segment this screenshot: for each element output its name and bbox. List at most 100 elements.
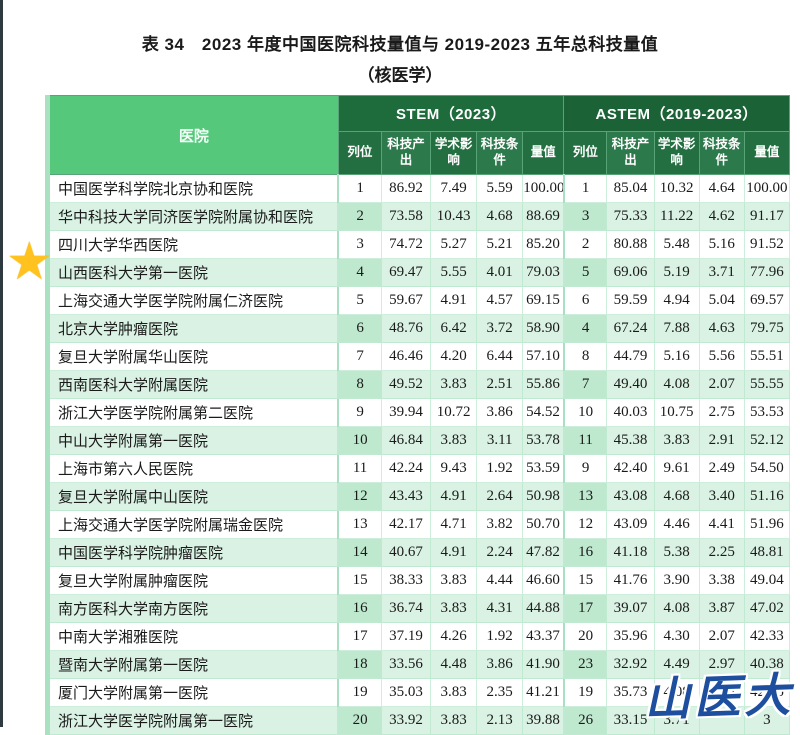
astem-rank-cell: 10 xyxy=(562,398,608,427)
stem-impact-cell: 4.91 xyxy=(430,482,478,511)
hospital-name-cell: 复旦大学附属肿瘤医院 xyxy=(47,566,339,595)
astem-output-cell: 43.09 xyxy=(606,510,655,539)
astem-condition-cell: 2.91 xyxy=(698,426,745,455)
page-left-edge xyxy=(0,0,3,727)
stem-value-cell: 53.78 xyxy=(522,426,565,455)
astem-condition-cell: 3.40 xyxy=(698,482,745,511)
hospital-name-cell: 山西医科大学第一医院 xyxy=(47,258,339,287)
astem-value-cell: 54.50 xyxy=(743,454,791,483)
stem-rank-cell: 2 xyxy=(337,202,382,231)
stem-condition-cell: 2.35 xyxy=(476,678,524,707)
stem-impact-cell: 5.27 xyxy=(430,230,478,259)
stem-output-cell: 46.84 xyxy=(380,426,432,455)
watermark-text: 山医大 xyxy=(643,667,796,727)
stem-impact-header: 学术影响 xyxy=(430,131,478,175)
hospital-name-cell: 上海交通大学医学院附属瑞金医院 xyxy=(47,510,339,539)
stem-rank-cell: 10 xyxy=(337,426,382,455)
astem-condition-cell: 5.04 xyxy=(698,286,745,315)
stem-value-header: 量值 xyxy=(522,131,565,175)
astem-condition-cell: 5.16 xyxy=(698,230,745,259)
astem-value-cell: 52.12 xyxy=(743,426,791,455)
astem-rank-cell: 23 xyxy=(562,650,608,679)
stem-impact-cell: 9.43 xyxy=(430,454,478,483)
stem-rank-cell: 12 xyxy=(337,482,382,511)
rankings-table-wrap: 医院 STEM（2023） ASTEM（2019-2023） 列位 科技产出 学… xyxy=(45,95,791,735)
table-row: 浙江大学医学院附属第二医院 9 39.94 10.72 3.86 54.52 1… xyxy=(47,398,791,427)
table-row: 西南医科大学附属医院 8 49.52 3.83 2.51 55.86 7 49.… xyxy=(47,370,791,399)
stem-output-cell: 48.76 xyxy=(380,314,432,343)
astem-rank-cell: 1 xyxy=(562,174,608,203)
astem-value-cell: 77.96 xyxy=(743,258,791,287)
astem-output-cell: 69.06 xyxy=(606,258,655,287)
stem-rank-cell: 9 xyxy=(337,398,382,427)
hospital-name-cell: 四川大学华西医院 xyxy=(47,230,339,259)
stem-value-cell: 47.82 xyxy=(522,538,565,567)
stem-rank-cell: 11 xyxy=(337,454,382,483)
astem-value-cell: 79.75 xyxy=(743,314,791,343)
stem-impact-cell: 3.83 xyxy=(430,426,478,455)
stem-condition-cell: 3.86 xyxy=(476,398,524,427)
stem-value-cell: 46.60 xyxy=(522,566,565,595)
astem-value-cell: 100.00 xyxy=(743,174,791,203)
stem-rank-cell: 8 xyxy=(337,370,382,399)
astem-impact-cell: 5.38 xyxy=(653,538,700,567)
astem-output-cell: 44.79 xyxy=(606,342,655,371)
astem-rank-cell: 12 xyxy=(562,510,608,539)
stem-condition-cell: 3.82 xyxy=(476,510,524,539)
table-row: 上海交通大学医学院附属瑞金医院 13 42.17 4.71 3.82 50.70… xyxy=(47,510,791,539)
hospital-name-cell: 厦门大学附属第一医院 xyxy=(47,678,339,707)
table-row: 暨南大学附属第一医院 18 33.56 4.48 3.86 41.90 23 3… xyxy=(47,650,791,679)
astem-value-cell: 49.04 xyxy=(743,566,791,595)
hospital-name-cell: 南方医科大学南方医院 xyxy=(47,594,339,623)
astem-value-cell: 69.57 xyxy=(743,286,791,315)
stem-value-cell: 44.88 xyxy=(522,594,565,623)
stem-output-cell: 39.94 xyxy=(380,398,432,427)
astem-value-cell: 51.96 xyxy=(743,510,791,539)
hospital-name-cell: 浙江大学医学院附属第二医院 xyxy=(47,398,339,427)
astem-impact-cell: 4.94 xyxy=(653,286,700,315)
stem-value-cell: 100.00 xyxy=(522,174,565,203)
astem-output-cell: 85.04 xyxy=(606,174,655,203)
stem-group-header: STEM（2023） xyxy=(337,95,565,132)
stem-rank-cell: 17 xyxy=(337,622,382,651)
hospital-name-cell: 华中科技大学同济医学院附属协和医院 xyxy=(47,202,339,231)
stem-impact-cell: 3.83 xyxy=(430,678,478,707)
table-row: 中南大学湘雅医院 17 37.19 4.26 1.92 43.37 20 35.… xyxy=(47,622,791,651)
astem-rank-header: 列位 xyxy=(563,131,608,175)
table-row: 中山大学附属第一医院 10 46.84 3.83 3.11 53.78 11 4… xyxy=(47,426,791,455)
stem-impact-cell: 3.83 xyxy=(430,594,478,623)
astem-condition-cell: 3.38 xyxy=(698,566,745,595)
astem-condition-cell: 4.64 xyxy=(698,174,745,203)
stem-output-header: 科技产出 xyxy=(380,131,432,175)
table-row: 上海交通大学医学院附属仁济医院 5 59.67 4.91 4.57 69.15 … xyxy=(47,286,791,315)
stem-value-cell: 57.10 xyxy=(522,342,565,371)
astem-output-cell: 67.24 xyxy=(606,314,655,343)
astem-rank-cell: 15 xyxy=(562,566,608,595)
astem-impact-cell: 5.16 xyxy=(653,342,700,371)
stem-condition-cell: 1.92 xyxy=(476,454,524,483)
stem-rank-cell: 18 xyxy=(337,650,382,679)
stem-value-cell: 53.59 xyxy=(522,454,565,483)
hospital-name-cell: 复旦大学附属华山医院 xyxy=(47,342,339,371)
astem-impact-cell: 3.90 xyxy=(653,566,700,595)
stem-rank-header: 列位 xyxy=(337,131,382,175)
title-line2: （核医学） xyxy=(357,66,443,85)
stem-rank-cell: 5 xyxy=(337,286,382,315)
astem-rank-cell: 16 xyxy=(562,538,608,567)
stem-condition-cell: 5.59 xyxy=(476,174,524,203)
stem-output-cell: 59.67 xyxy=(380,286,432,315)
stem-value-cell: 58.90 xyxy=(522,314,565,343)
astem-condition-cell: 3.15 xyxy=(698,678,745,707)
astem-rank-cell: 5 xyxy=(562,258,608,287)
astem-value-cell: 91.17 xyxy=(743,202,791,231)
astem-value-cell: 48.81 xyxy=(743,538,791,567)
stem-output-cell: 40.67 xyxy=(380,538,432,567)
stem-condition-cell: 3.11 xyxy=(476,426,524,455)
stem-condition-cell: 4.44 xyxy=(476,566,524,595)
astem-rank-cell: 11 xyxy=(562,426,608,455)
table-row: 四川大学华西医院 3 74.72 5.27 5.21 85.20 2 80.88… xyxy=(47,230,791,259)
stem-impact-cell: 5.55 xyxy=(430,258,478,287)
stem-condition-header: 科技条件 xyxy=(476,131,524,175)
rankings-table-body: 中国医学科学院北京协和医院 1 86.92 7.49 5.59 100.00 1… xyxy=(47,174,791,735)
rankings-table: 医院 STEM（2023） ASTEM（2019-2023） 列位 科技产出 学… xyxy=(45,95,791,735)
